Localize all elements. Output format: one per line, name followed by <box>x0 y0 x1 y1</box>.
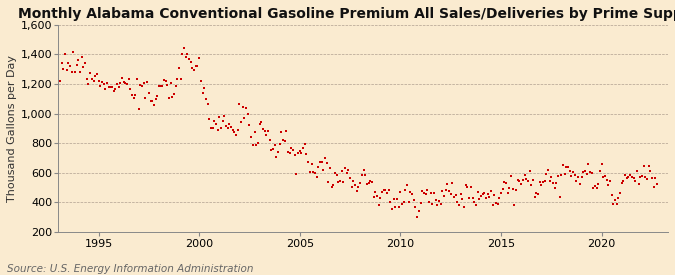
Y-axis label: Thousand Gallons per Day: Thousand Gallons per Day <box>7 55 17 202</box>
Text: Source: U.S. Energy Information Administration: Source: U.S. Energy Information Administ… <box>7 264 253 274</box>
Title: Monthly Alabama Conventional Gasoline Premium All Sales/Deliveries by Prime Supp: Monthly Alabama Conventional Gasoline Pr… <box>18 7 675 21</box>
